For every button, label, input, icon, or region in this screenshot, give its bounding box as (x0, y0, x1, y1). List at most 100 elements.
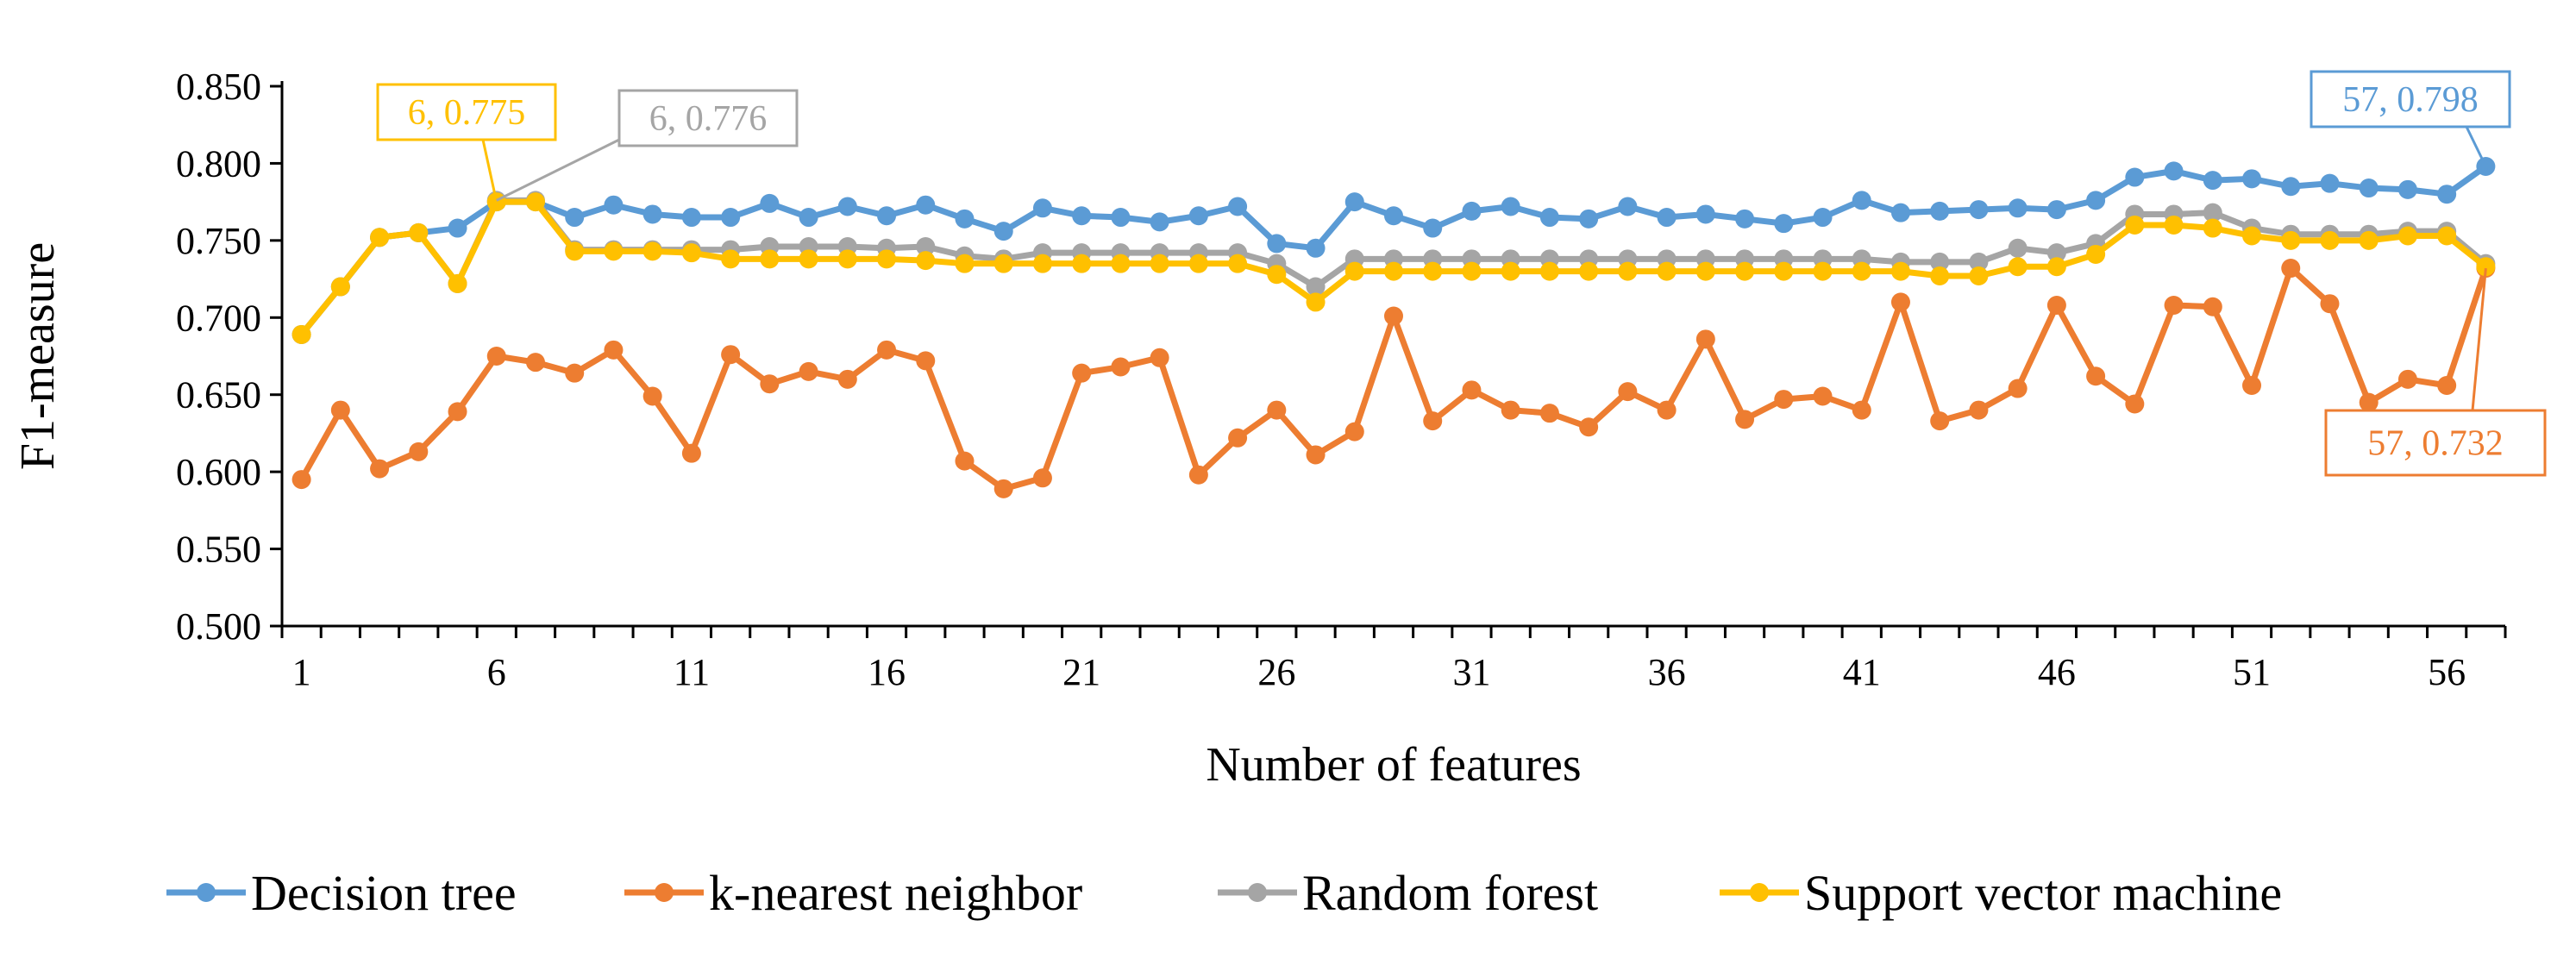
data-point (1579, 261, 1599, 281)
data-point (1111, 208, 1131, 228)
data-point (1188, 465, 1208, 485)
y-axis-title: F1-measure (11, 242, 65, 470)
callout-label: 57, 0.798 (2342, 80, 2479, 120)
data-point (721, 345, 741, 365)
legend-swatch-marker (197, 883, 216, 902)
data-point (2242, 375, 2262, 395)
data-point (1774, 214, 1794, 234)
data-point (1462, 261, 1482, 281)
data-point (565, 363, 585, 383)
data-point (1969, 266, 1989, 285)
data-point (370, 228, 390, 247)
data-point (2476, 257, 2496, 277)
data-point (2437, 226, 2457, 246)
data-point (525, 353, 545, 373)
data-point (1539, 208, 1559, 228)
data-point (642, 386, 662, 406)
data-point (1813, 208, 1833, 228)
data-point (448, 402, 467, 422)
data-point (2164, 161, 2184, 181)
data-point (1930, 252, 1950, 272)
data-point (486, 347, 506, 366)
data-point (1657, 261, 1677, 281)
data-point (799, 361, 818, 381)
x-tick-label: 11 (674, 651, 710, 693)
data-point (1501, 261, 1520, 281)
data-point (681, 243, 701, 263)
data-point (1423, 218, 1443, 238)
data-point (642, 241, 662, 261)
callout: 57, 0.732 (2324, 267, 2547, 477)
data-point (1384, 206, 1403, 226)
data-point (1344, 261, 1364, 281)
data-point (1890, 203, 1910, 222)
data-point (2086, 366, 2106, 386)
data-point (2437, 185, 2457, 204)
data-point (1579, 209, 1599, 229)
data-point (877, 340, 897, 360)
data-point (2203, 218, 2222, 238)
data-point (1384, 261, 1403, 281)
data-point (2046, 200, 2066, 220)
data-point (799, 208, 818, 228)
data-point (565, 241, 585, 261)
callout-leader (496, 138, 620, 202)
data-point (1657, 208, 1677, 228)
series-support-vector-machine (291, 192, 2496, 344)
x-tick-label: 31 (1452, 651, 1490, 693)
data-point (448, 273, 467, 293)
legend-swatch-marker (1750, 883, 1769, 902)
callout: 6, 0.776 (496, 89, 799, 202)
data-point (1579, 417, 1599, 437)
data-point (1188, 254, 1208, 273)
data-point (916, 237, 936, 257)
data-point (2164, 215, 2184, 235)
data-point (760, 249, 780, 269)
data-point (1111, 254, 1131, 273)
data-point (993, 479, 1013, 498)
data-point (2320, 173, 2340, 193)
data-point (1813, 386, 1833, 406)
x-tick-label: 21 (1062, 651, 1100, 693)
data-point (1150, 254, 1169, 273)
callout-label: 6, 0.775 (408, 93, 526, 133)
legend-swatch-marker (1248, 883, 1267, 902)
data-point (2008, 238, 2028, 258)
data-point (1774, 390, 1794, 410)
data-point (2125, 215, 2145, 235)
data-point (2046, 295, 2066, 315)
data-point (1539, 404, 1559, 423)
data-point (330, 400, 350, 420)
y-tick-label: 0.550 (176, 529, 261, 571)
y-tick-label: 0.650 (176, 374, 261, 416)
data-point (1501, 197, 1520, 216)
data-point (604, 340, 624, 360)
data-point (291, 470, 311, 490)
data-point (2359, 178, 2379, 198)
callout-box (376, 83, 557, 141)
data-point (1618, 261, 1638, 281)
data-point (1930, 201, 1950, 221)
series-line (298, 265, 2489, 492)
data-point (1735, 209, 1755, 229)
data-point (1695, 261, 1715, 281)
x-axis-title: Number of features (1206, 738, 1581, 792)
data-point (1032, 198, 1052, 218)
x-axis-ticks: 1 6 11 16 21 26 31 36 41 46 51 56 (280, 626, 2507, 693)
data-point (1852, 261, 1871, 281)
data-point (1072, 206, 1092, 226)
callout-leader (2465, 126, 2487, 167)
data-point (604, 195, 624, 215)
data-point (955, 451, 975, 471)
data-point (1774, 261, 1794, 281)
data-point (1890, 292, 1910, 312)
data-point (993, 254, 1013, 273)
data-point (2397, 369, 2417, 389)
data-point (1306, 292, 1326, 312)
data-point (2008, 257, 2028, 277)
x-tick-label: 56 (2428, 651, 2466, 693)
data-point (1267, 234, 1287, 254)
data-point (877, 206, 897, 226)
series-k-nearest-neighbor (291, 259, 2496, 498)
data-point (525, 192, 545, 212)
